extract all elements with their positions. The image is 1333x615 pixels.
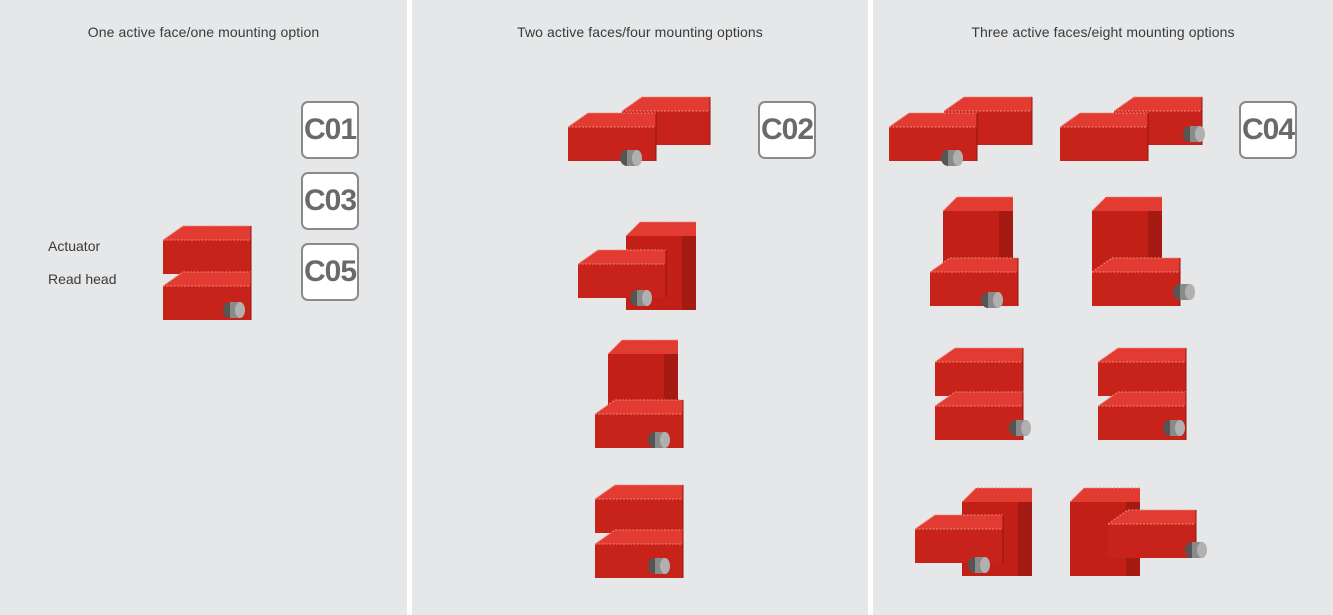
read-head-block	[162, 271, 252, 321]
config-upright-on-top	[594, 339, 684, 449]
config-stacked-b	[1097, 347, 1187, 441]
code-badge-c05: C05	[301, 243, 359, 301]
panel-title: Two active faces/four mounting options	[517, 24, 763, 40]
config-upright-b	[1091, 196, 1195, 307]
actuator-label: Actuator	[48, 238, 101, 254]
code-badge-c01: C01	[301, 101, 359, 159]
config-perpendicular	[577, 221, 697, 311]
config-perpendicular-a	[914, 487, 1033, 577]
panel-title: Three active faces/eight mounting option…	[971, 24, 1235, 40]
code-badge-c04: C04	[1239, 101, 1297, 159]
panel-one-active-face: One active face/one mounting option C01 …	[0, 0, 407, 615]
actuator-block	[162, 225, 252, 275]
panel-title: One active face/one mounting option	[87, 24, 320, 40]
code-badge-c03: C03	[301, 172, 359, 230]
config-side-by-side	[567, 96, 711, 166]
config-side-by-side-b	[1059, 96, 1205, 162]
config-perpendicular-b	[1069, 487, 1207, 577]
code-badge-c02: C02	[758, 101, 816, 159]
config-stacked	[594, 484, 684, 579]
config-stacked-a	[934, 347, 1031, 441]
config-upright-a	[929, 196, 1019, 308]
read-head-label: Read head	[48, 271, 117, 287]
config-side-by-side-a	[888, 96, 1033, 166]
